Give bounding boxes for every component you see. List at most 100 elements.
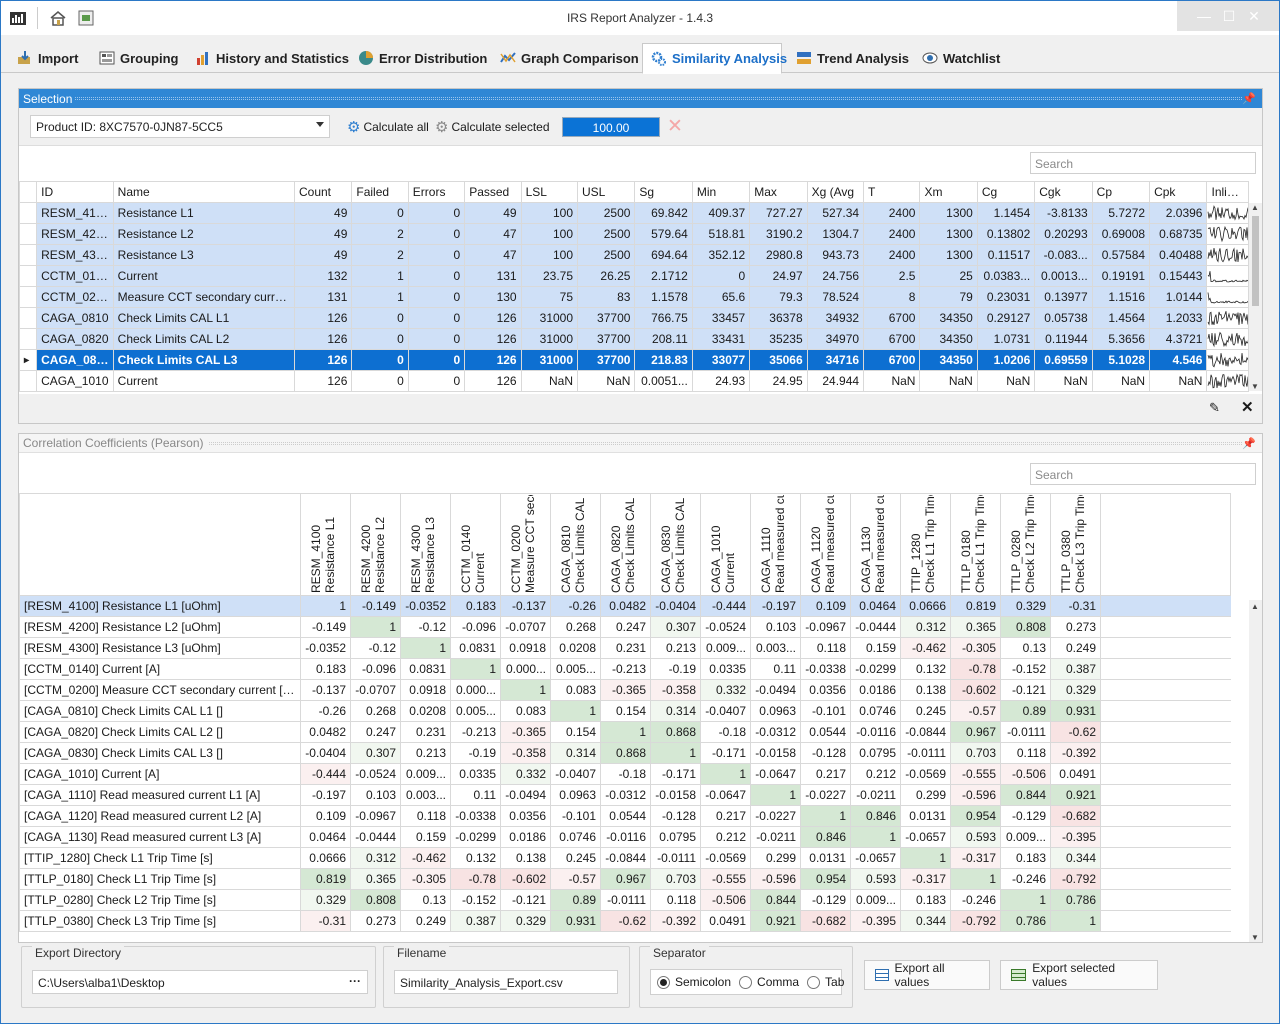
column-header[interactable]: Max: [749, 181, 808, 203]
correlation-column-header[interactable]: RESM_4100 Resistance L1: [300, 493, 351, 596]
tab-trend-analysis[interactable]: Trend Analysis: [788, 43, 909, 73]
table-row[interactable]: CCTM_0200 Measure CCT secondary current 13…: [18, 286, 1249, 308]
correlation-scrollbar[interactable]: ▲ ▼: [1249, 600, 1262, 942]
correlation-column-header[interactable]: TTLP_0380 Check L3 Trip Time: [1050, 493, 1101, 596]
edit-icon[interactable]: ✎: [1209, 400, 1220, 415]
correlation-column-header[interactable]: CCTM_0200 Measure CCT secondary current: [500, 493, 551, 596]
correlation-cell: 0.808: [350, 889, 401, 911]
pin-icon[interactable]: 📌: [1242, 438, 1256, 450]
table-row[interactable]: [TTLP_0380] Check L3 Trip Time [s] -0.31 0…: [19, 910, 1231, 932]
pin-icon[interactable]: 📌: [1242, 93, 1256, 105]
export-selected-button[interactable]: Export selected values: [1000, 960, 1158, 990]
export-icon[interactable]: [77, 9, 95, 27]
correlation-column-header[interactable]: CAGA_1010 Current: [700, 493, 751, 596]
column-header[interactable]: Count: [293, 181, 353, 203]
column-header[interactable]: LSL: [520, 181, 579, 203]
table-row[interactable]: [RESM_4300] Resistance L3 [uOhm] -0.0352-…: [19, 637, 1231, 659]
separator-semicolon-radio[interactable]: Semicolon: [657, 975, 731, 989]
correlation-column-header[interactable]: CAGA_0830 Check Limits CAL L3: [650, 493, 701, 596]
correlation-column-header[interactable]: RESM_4200 Resistance L2: [350, 493, 401, 596]
column-header[interactable]: Passed: [464, 181, 522, 203]
browse-button[interactable]: ···: [349, 974, 361, 988]
correlation-column-header[interactable]: CCTM_0140 Current: [450, 493, 501, 596]
home-icon[interactable]: [49, 9, 67, 27]
column-header[interactable]: Xg (Avg: [806, 181, 865, 203]
table-row[interactable]: [TTLP_0280] Check L2 Trip Time [s] 0.329 0…: [19, 889, 1231, 911]
table-row[interactable]: [CAGA_0810] Check Limits CAL L1 [] -0.26 0…: [19, 700, 1231, 722]
table-row[interactable]: [TTIP_1280] Check L1 Trip Time [s] 0.0666…: [19, 847, 1231, 869]
table-row[interactable]: [TTLP_0180] Check L1 Trip Time [s] 0.819 0…: [19, 868, 1231, 890]
table-row[interactable]: RESM_4100 Resistance L1 49 0 0 49 100 2500 69.84…: [18, 202, 1249, 224]
export-all-button[interactable]: Export all values: [864, 960, 990, 990]
table-row[interactable]: [CAGA_1120] Read measured current L2 [A]…: [19, 805, 1231, 827]
column-header[interactable]: USL: [577, 181, 636, 203]
minimize-button[interactable]: —: [1179, 1, 1229, 31]
table-row[interactable]: [CAGA_1010] Current [A] -0.444 -0.0524 0.00…: [19, 763, 1231, 785]
tab-error-distribution[interactable]: Error Distribution: [350, 43, 487, 73]
column-header[interactable]: Inline Gr: [1206, 181, 1249, 203]
correlation-column-header[interactable]: CAGA_1130 Read measured current L3: [850, 493, 901, 596]
tab-grouping[interactable]: Grouping: [91, 43, 179, 73]
table-cell: 79: [919, 286, 978, 308]
tab-history-and-statistics[interactable]: History and Statistics: [187, 43, 349, 73]
clear-icon[interactable]: ✕: [1241, 399, 1254, 416]
table-row[interactable]: [RESM_4200] Resistance L2 [uOhm] -0.149 1-…: [19, 616, 1231, 638]
tab-watchlist[interactable]: Watchlist: [914, 43, 1001, 73]
table-row[interactable]: [CAGA_0820] Check Limits CAL L2 [] 0.0482…: [19, 721, 1231, 743]
table-row[interactable]: RESM_4200 Resistance L2 49 2 0 47 100 2500 579.6…: [18, 223, 1249, 245]
correlation-search-input[interactable]: Search: [1030, 463, 1256, 485]
correlation-column-header[interactable]: CAGA_0810 Check Limits CAL L1: [550, 493, 601, 596]
correlation-column-header[interactable]: TTLP_0180 Check L1 Trip Time: [950, 493, 1001, 596]
separator-comma-radio[interactable]: Comma: [739, 975, 799, 989]
column-header[interactable]: Cg: [976, 181, 1036, 203]
correlation-cell: -0.0116: [850, 721, 901, 743]
column-header[interactable]: Failed: [351, 181, 409, 203]
correlation-column-header[interactable]: CAGA_1120 Read measured current L2: [800, 493, 851, 596]
column-header[interactable]: Cp: [1091, 181, 1151, 203]
correlation-column-header[interactable]: CAGA_0820 Check Limits CAL L2: [600, 493, 651, 596]
correlation-column-header[interactable]: TTLP_0280 Check L2 Trip Time: [1000, 493, 1051, 596]
correlation-cell: -0.682: [800, 910, 851, 932]
table-row[interactable]: [RESM_4100] Resistance L1 [uOhm] 1 -0.149-…: [19, 595, 1231, 617]
correlation-column-header[interactable]: CAGA_1110 Read measured current L1: [750, 493, 801, 596]
column-header[interactable]: ID: [36, 181, 114, 203]
table-row[interactable]: CAGA_0820 Check Limits CAL L2 126 0 0 126 3100…: [18, 328, 1249, 350]
column-header[interactable]: Cgk: [1034, 181, 1093, 203]
tab-similarity-analysis[interactable]: Similarity Analysis: [642, 43, 787, 74]
table-row[interactable]: [CCTM_0200] Measure CCT secondary curren…: [19, 679, 1231, 701]
tab-graph-comparison[interactable]: Graph Comparison: [492, 43, 639, 73]
table-row[interactable]: CAGA_1010 Current 126 0 0 126 NaN NaN 0.0051... 2…: [18, 370, 1249, 392]
table-row[interactable]: [CCTM_0140] Current [A] 0.183 -0.096 0.0831…: [19, 658, 1231, 680]
table-row[interactable]: ▸ CAGA_0830 Check Limits CAL L3 126 0 0 126 310…: [18, 349, 1249, 371]
column-header[interactable]: Errors: [407, 181, 466, 203]
maximize-button[interactable]: ☐: [1204, 1, 1254, 31]
table-row[interactable]: RESM_4300 Resistance L3 49 2 0 47 100 2500 694.6…: [18, 244, 1249, 266]
filename-field[interactable]: Similarity_Analysis_Export.csv: [394, 970, 618, 994]
export-directory-field[interactable]: C:\Users\alba1\Desktop ···: [32, 970, 368, 994]
column-header[interactable]: Xm: [919, 181, 978, 203]
column-header[interactable]: Cpk: [1149, 181, 1208, 203]
close-window-button[interactable]: ✕: [1229, 1, 1279, 31]
calculate-selected-button[interactable]: ⚙ Calculate selected: [435, 118, 550, 136]
table-cell: CCTM_0140: [36, 265, 114, 287]
column-header[interactable]: Sg: [634, 181, 693, 203]
table-row[interactable]: CAGA_0810 Check Limits CAL L1 126 0 0 126 3100…: [18, 307, 1249, 329]
column-header[interactable]: T: [863, 181, 921, 203]
correlation-column-header[interactable]: RESM_4300 Resistance L3: [400, 493, 451, 596]
selection-search-input[interactable]: Search: [1030, 152, 1256, 174]
product-dropdown[interactable]: Product ID: 8XC7570-0JN87-5CC5: [30, 115, 330, 138]
calculate-all-button[interactable]: ⚙ Calculate all: [347, 118, 429, 136]
correlation-column-header[interactable]: TTIP_1280 Check L1 Trip Time: [900, 493, 951, 596]
table-cell: 24.95: [749, 370, 808, 392]
cancel-icon[interactable]: ✕: [667, 116, 683, 137]
table-row[interactable]: [CAGA_1130] Read measured current L3 [A]…: [19, 826, 1231, 848]
table-row[interactable]: [CAGA_1110] Read measured current L1 [A]…: [19, 784, 1231, 806]
selection-scrollbar[interactable]: ▲ ▼: [1249, 203, 1262, 391]
table-cell: 24.97: [749, 265, 808, 287]
separator-tab-radio[interactable]: Tab: [807, 975, 844, 989]
column-header[interactable]: Name: [112, 181, 295, 203]
tab-import[interactable]: Import: [9, 43, 78, 73]
table-row[interactable]: [CAGA_0830] Check Limits CAL L3 [] -0.040…: [19, 742, 1231, 764]
column-header[interactable]: Min: [691, 181, 751, 203]
table-row[interactable]: CCTM_0140 Current 132 1 0 131 23.75 26.25 2.1712…: [18, 265, 1249, 287]
